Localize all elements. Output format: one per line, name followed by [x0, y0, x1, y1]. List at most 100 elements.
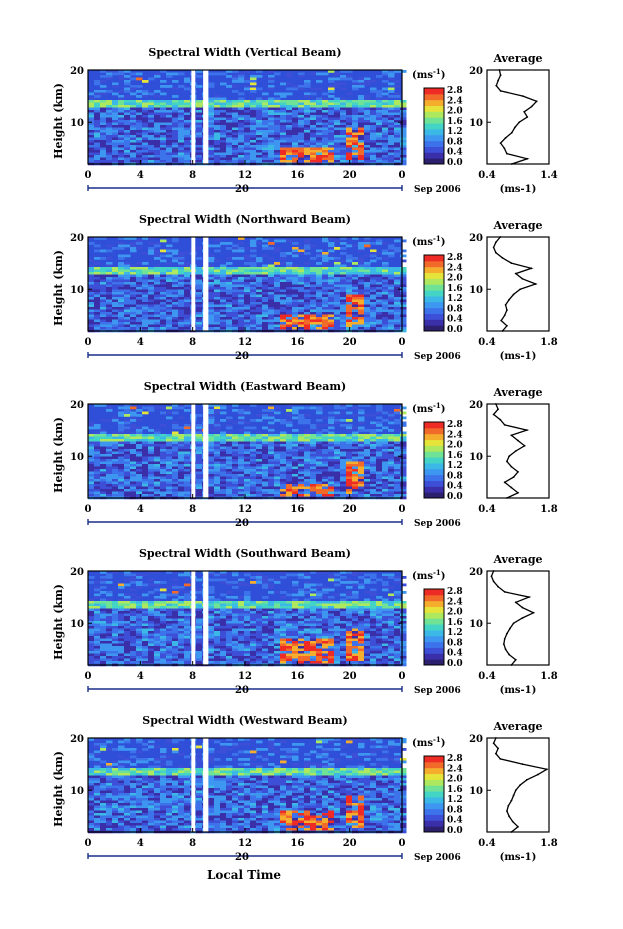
heatmap-cell [124, 284, 131, 288]
heatmap-cell [358, 155, 365, 158]
heatmap-cell [106, 152, 113, 156]
heatmap-cell [400, 324, 407, 328]
heatmap-cell [262, 459, 269, 462]
heatmap-cell [196, 140, 203, 143]
heatmap-cell [292, 474, 299, 477]
heatmap-cell [226, 424, 233, 427]
heatmap-cell [310, 479, 317, 482]
heatmap-cell [376, 110, 383, 113]
heatmap-cell [376, 289, 383, 293]
heatmap-cell [346, 419, 353, 422]
heatmap-cell [268, 479, 275, 482]
heatmap-cell [124, 324, 131, 328]
heatmap-cell [292, 137, 299, 141]
heatmap-cell [112, 292, 119, 295]
heatmap-cell [172, 160, 179, 163]
heatmap-cell [100, 451, 107, 455]
heatmap-cell [340, 456, 347, 460]
heatmap-cell [292, 481, 299, 485]
heatmap-cell [232, 327, 239, 330]
heatmap-cell [88, 242, 95, 245]
heatmap-cell [178, 102, 185, 106]
heatmap-cell [268, 434, 275, 437]
heatmap-cell [322, 307, 329, 310]
heatmap-cell [340, 70, 347, 73]
heatmap-cell [238, 459, 245, 462]
heatmap-cell [256, 309, 263, 313]
heatmap-cell [364, 105, 371, 108]
heatmap-cell [100, 449, 107, 452]
heatmap-cell [208, 274, 215, 278]
heatmap-cell [208, 486, 215, 490]
heatmap-cell [268, 135, 275, 138]
heatmap-cell [106, 110, 113, 113]
x-tick-label: 12 [238, 337, 252, 348]
heatmap-cell [250, 100, 257, 103]
heatmap-cell [358, 120, 365, 123]
heatmap-cell [166, 302, 173, 305]
heatmap-cell [388, 145, 395, 148]
heatmap-cell [196, 299, 203, 303]
heatmap-cell [328, 461, 335, 465]
heatmap-cell [400, 474, 407, 477]
heatmap-cell [322, 317, 329, 320]
heatmap-cell [124, 117, 131, 121]
heatmap-cell [358, 257, 365, 260]
heatmap-cell [394, 466, 401, 470]
heatmap-cell [118, 454, 125, 457]
heatmap-cell [130, 287, 137, 290]
heatmap-cell [292, 277, 299, 280]
heatmap-cell [256, 461, 263, 465]
heatmap-cell [262, 272, 269, 275]
heatmap-cell [130, 459, 137, 462]
heatmap-cell [340, 272, 347, 275]
heatmap-cell [118, 157, 125, 161]
heatmap-cell [220, 277, 227, 280]
heatmap-cell [88, 292, 95, 295]
heatmap-cell [220, 147, 227, 151]
heatmap-cell [328, 309, 335, 313]
heatmap-cell [250, 297, 257, 300]
heatmap-cell [214, 411, 221, 415]
heatmap-cell [148, 100, 155, 103]
heatmap-cell [352, 117, 359, 121]
heatmap-cell [298, 292, 305, 295]
heatmap-cell [334, 489, 341, 492]
heatmap-cell [130, 324, 137, 328]
heatmap-cell [274, 262, 281, 265]
heatmap-cell [112, 100, 119, 103]
heatmap-cell [382, 145, 389, 148]
heatmap-cell [286, 287, 293, 290]
heatmap-cell [226, 446, 233, 450]
heatmap-cell [160, 424, 167, 427]
heatmap-cell [322, 72, 329, 76]
heatmap-cell [100, 299, 107, 303]
heatmap-cell [316, 322, 323, 325]
heatmap-cell [292, 157, 299, 161]
heatmap-cell [250, 112, 257, 116]
heatmap-cell [310, 277, 317, 280]
heatmap-cell [352, 132, 359, 136]
heatmap-cell [160, 489, 167, 492]
heatmap-cell [184, 117, 191, 121]
heatmap-cell [256, 459, 263, 462]
heatmap-cell [178, 466, 185, 470]
heatmap-cell [112, 269, 119, 273]
heatmap-cell [322, 494, 329, 497]
heatmap-cell [136, 112, 143, 116]
heatmap-cell [250, 302, 257, 305]
heatmap-cell [208, 160, 215, 163]
heatmap-cell [88, 424, 95, 427]
panel-1: Spectral Width (Vertical Beam)2010Height… [52, 46, 558, 195]
heatmap-cell [388, 267, 395, 270]
heatmap-cell [400, 481, 407, 485]
heatmap-cell [226, 474, 233, 477]
heatmap-cell [166, 289, 173, 293]
heatmap-cell [394, 324, 401, 328]
heatmap-cell [358, 454, 365, 457]
heatmap-cell [328, 474, 335, 477]
heatmap-cell [310, 439, 317, 442]
heatmap-cell [100, 115, 107, 118]
heatmap-cell [400, 162, 407, 166]
heatmap-cell [274, 110, 281, 113]
